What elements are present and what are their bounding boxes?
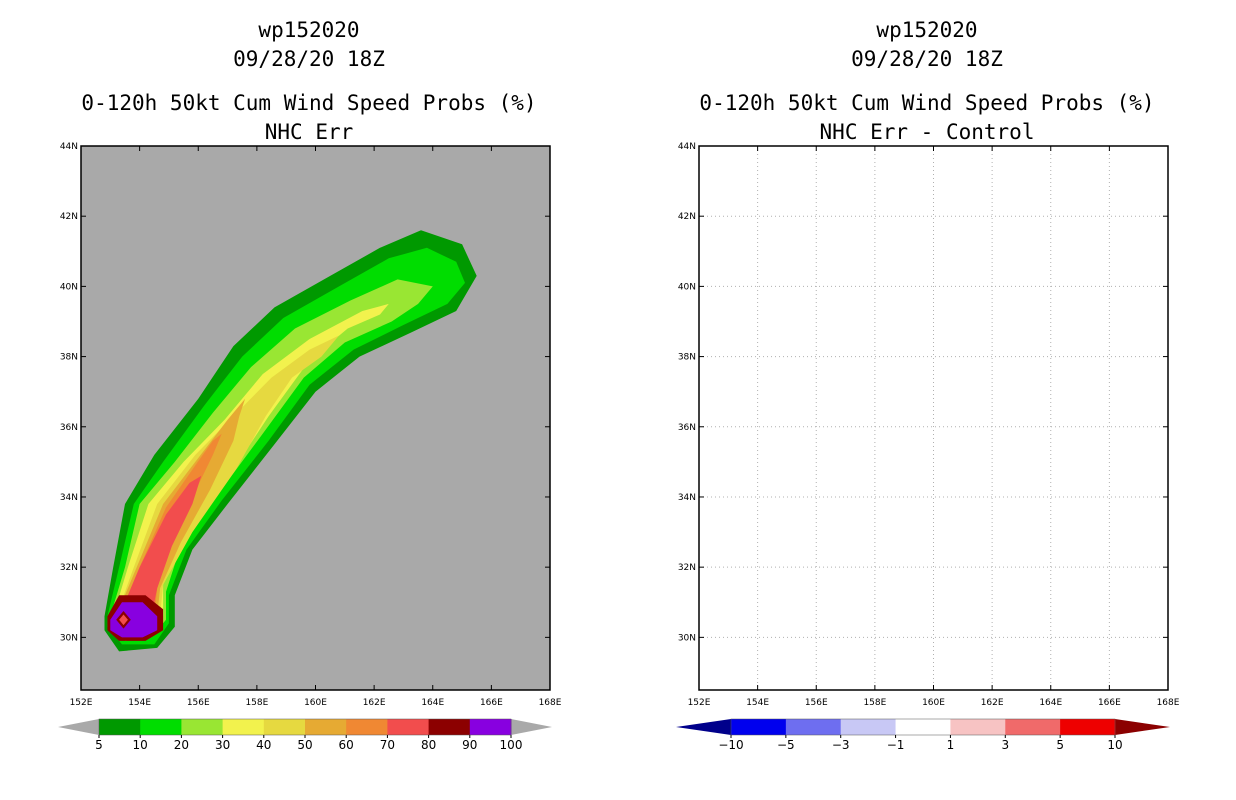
x-tick-label: 164E: [421, 698, 444, 708]
x-tick-label: 164E: [1039, 698, 1062, 708]
y-tick-label: 42N: [678, 212, 696, 222]
y-tick-label: 44N: [678, 142, 696, 152]
x-tick-label: 166E: [1098, 698, 1121, 708]
x-tick-label: 152E: [688, 698, 711, 708]
y-tick-label: 32N: [678, 563, 696, 573]
x-tick-label: 162E: [981, 698, 1004, 708]
contour-70-percent: [119, 475, 202, 631]
x-tick-label: 154E: [746, 698, 769, 708]
colorbar-swatch: [346, 719, 388, 735]
y-tick-label: 40N: [60, 282, 78, 292]
colorbar-label: 10: [133, 738, 148, 752]
colorbar-swatch: [731, 719, 787, 735]
colorbar-outline: [730, 718, 1116, 736]
colorbar-swatch: [99, 719, 141, 735]
colorbar-label: 90: [462, 738, 477, 752]
colorbar-label: 20: [174, 738, 189, 752]
colorbar-label: −3: [832, 738, 850, 752]
colorbar-label: 60: [339, 738, 354, 752]
y-tick-label: 42N: [60, 212, 78, 222]
colorbar-label: 50: [297, 738, 312, 752]
y-tick-label: 34N: [60, 493, 78, 503]
y-tick-label: 36N: [678, 423, 696, 433]
colorbar-swatch: [1005, 719, 1061, 735]
y-tick-label: 38N: [678, 353, 696, 363]
colorbar-swatch: [469, 719, 512, 735]
right-datetime: 09/28/20 18Z: [851, 47, 1003, 71]
colorbar-label: −5: [777, 738, 795, 752]
colorbar-swatch: [840, 719, 897, 735]
y-tick-label: 40N: [678, 282, 696, 292]
contour-90-percent: [110, 602, 158, 638]
x-tick-label: 156E: [805, 698, 828, 708]
colorbar-right-arrow: [1115, 719, 1170, 735]
right-subtitle: NHC Err - Control: [819, 120, 1035, 144]
colorbar-swatch: [181, 719, 224, 735]
left-product-title: 0-120h 50kt Cum Wind Speed Probs (%): [81, 91, 537, 115]
x-tick-label: 168E: [539, 698, 562, 708]
colorbar-label: 70: [380, 738, 395, 752]
colorbar-label: 1: [947, 738, 955, 752]
colorbar-swatch: [387, 719, 430, 735]
colorbar-swatch: [263, 719, 306, 735]
x-tick-label: 160E: [304, 698, 327, 708]
colorbar-label: 5: [1056, 738, 1064, 752]
colorbar-label: 30: [215, 738, 230, 752]
colorbar-swatch: [222, 719, 265, 735]
colorbar-label: 10: [1107, 738, 1122, 752]
colorbar-left-arrow: [676, 719, 731, 735]
colorbar-label: 5: [95, 738, 103, 752]
colorbar-left-arrow: [58, 719, 99, 735]
colorbar-swatch: [140, 719, 182, 735]
x-tick-label: 168E: [1157, 698, 1180, 708]
colorbar-swatch: [895, 719, 951, 735]
colorbar-swatch: [785, 719, 842, 735]
x-tick-label: 162E: [363, 698, 386, 708]
right-storm-id: wp152020: [876, 18, 978, 42]
colorbar-swatch: [305, 719, 347, 735]
x-tick-label: 154E: [128, 698, 151, 708]
x-tick-label: 152E: [70, 698, 93, 708]
right-product-title: 0-120h 50kt Cum Wind Speed Probs (%): [699, 91, 1155, 115]
y-tick-label: 38N: [60, 353, 78, 363]
colorbar-label: 100: [500, 738, 523, 752]
left-storm-id: wp152020: [258, 18, 360, 42]
y-tick-label: 30N: [678, 633, 696, 643]
y-tick-label: 44N: [60, 142, 78, 152]
x-tick-label: 156E: [187, 698, 210, 708]
colorbar-right-arrow: [511, 719, 552, 735]
y-tick-label: 30N: [60, 633, 78, 643]
colorbar-swatch: [950, 719, 1006, 735]
contour-70-percent: [119, 614, 128, 626]
x-tick-label: 158E: [245, 698, 268, 708]
colorbar-label: −1: [887, 738, 905, 752]
left-probability-map: 152E 154E 156E 158E 160E 162E 164E 166E 168E 30N 3…: [58, 142, 562, 752]
colorbar-label: 40: [256, 738, 271, 752]
y-tick-label: 32N: [60, 563, 78, 573]
x-tick-label: 160E: [922, 698, 945, 708]
colorbar-swatch: [1060, 719, 1116, 735]
colorbar-swatch: [428, 719, 471, 735]
contour-5-percent: [104, 230, 477, 652]
colorbar-label: −10: [718, 738, 743, 752]
y-tick-label: 34N: [678, 493, 696, 503]
left-subtitle: NHC Err: [264, 120, 354, 144]
right-difference-map: 152E 154E 156E 158E 160E 162E 164E 166E 168E 30N 3…: [676, 142, 1180, 752]
x-tick-label: 158E: [863, 698, 886, 708]
x-tick-label: 166E: [480, 698, 503, 708]
left-datetime: 09/28/20 18Z: [233, 47, 385, 71]
colorbar-label: 80: [421, 738, 436, 752]
colorbar-label: 3: [1001, 738, 1009, 752]
y-tick-label: 36N: [60, 423, 78, 433]
